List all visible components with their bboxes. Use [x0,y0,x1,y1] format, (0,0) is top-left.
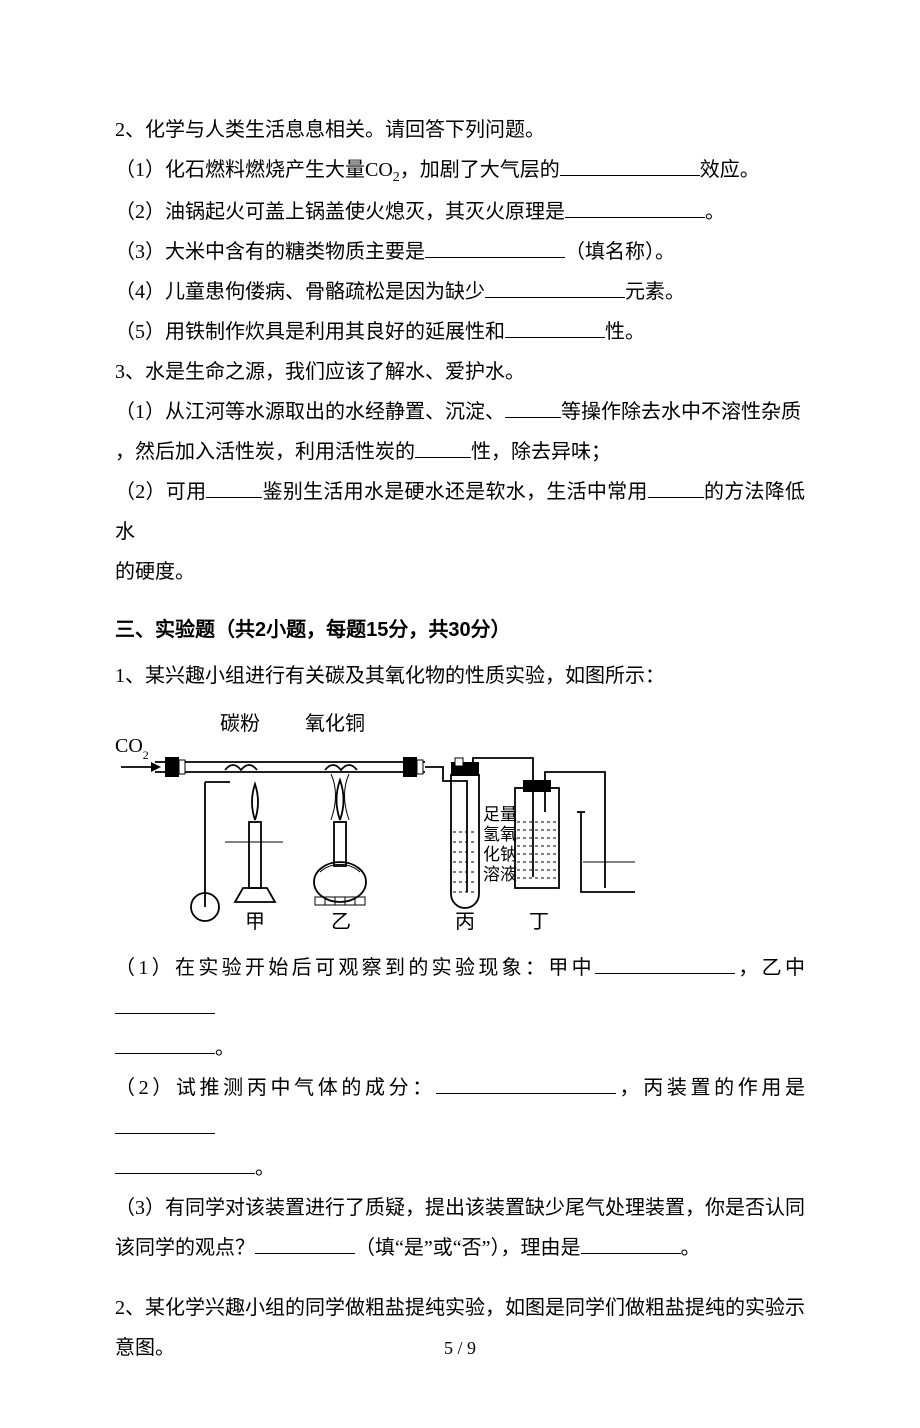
svg-text:化钠: 化钠 [483,845,517,864]
blank [115,1035,215,1054]
blank [415,439,471,458]
q3-1a: （1）从江河等水源取出的水经静置、沉淀、 [115,401,505,423]
svg-text:丁: 丁 [529,911,549,933]
q3-1b: 等操作除去水中不溶性杂质 [561,401,801,423]
q2-3a: （3）大米中含有的糖类物质主要是 [115,241,425,263]
q2-5b: 性。 [605,321,645,343]
svg-text:溶液: 溶液 [483,865,517,884]
q2-4b: 元素。 [625,281,685,303]
q2-5a: （5）用铁制作炊具是利用其良好的延展性和 [115,321,505,343]
q3-2-line1: （2）可用鉴别生活用水是硬水还是软水，生活中常用的方法降低水 [115,472,805,552]
svg-text:足量: 足量 [483,805,517,824]
blank [206,479,262,498]
blank [505,319,605,338]
blank [648,479,704,498]
q3-stem: 3、水是生命之源，我们应该了解水、爱护水。 [115,352,805,392]
blank [436,1075,616,1094]
blank [425,239,565,258]
exp1-1a-line: （1）在实验开始后可观察到的实验现象：甲中 ，乙中 [115,948,805,1028]
q3-1c: ，然后加入活性炭，利用活性炭的 [115,441,415,463]
exp1-3d: 。 [681,1237,701,1259]
q2-5: （5）用铁制作炊具是利用其良好的延展性和 性。 [115,312,805,352]
q2-1a: （1）化石燃料燃烧产生大量CO [115,159,393,181]
blank [595,955,735,974]
exp1-3-line2: 该同学的观点？ （填“是”或“否”），理由是 。 [115,1228,805,1268]
exp1-2c-line: 。 [115,1148,805,1188]
exp1-1c-line: 。 [115,1028,805,1068]
q3-1-line2: ，然后加入活性炭，利用活性炭的 性，除去异味； [115,432,805,472]
page-footer: 5 / 9 [0,1330,920,1366]
q3-2b: 鉴别生活用水是硬水还是软水，生活中常用 [262,481,647,503]
exp1-2a: （2）试推测丙中气体的成分： [115,1077,436,1099]
svg-text:CO2: CO2 [115,735,149,762]
exp1-2c: 。 [255,1157,275,1179]
q2-2a: （2）油锅起火可盖上锅盖使火熄灭，其灭火原理是 [115,201,565,223]
q2-3b: （填名称）。 [565,241,675,263]
svg-text:氢氧: 氢氧 [483,825,517,844]
blank [560,157,700,176]
q2-1-sub: 2 [393,170,400,185]
exp1-stem: 1、某兴趣小组进行有关碳及其氧化物的性质实验，如图所示： [115,656,805,696]
q2-1: （1）化石燃料燃烧产生大量CO2，加剧了大气层的 效应。 [115,150,805,192]
exp2-stem-line1: 2、某化学兴趣小组的同学做粗盐提纯实验，如图是同学们做粗盐提纯的实验示 [115,1288,805,1328]
blank [255,1235,355,1254]
q2-stem: 2、化学与人类生活息息相关。请回答下列问题。 [115,110,805,150]
q2-4a: （4）儿童患佝偻病、骨骼疏松是因为缺少 [115,281,485,303]
section3-title: 三、实验题（共2小题，每题15分，共30分） [115,610,805,650]
q3-2a: （2）可用 [115,481,206,503]
q2-1b: ，加剧了大气层的 [400,159,560,181]
exp1-2a-line: （2）试推测丙中气体的成分： ，丙装置的作用是 [115,1068,805,1148]
q2-2b: 。 [705,201,725,223]
svg-text:乙: 乙 [331,911,351,933]
q3-1d: 性，除去异味； [471,441,611,463]
blank [565,199,705,218]
blank [581,1235,681,1254]
q2-3: （3）大米中含有的糖类物质主要是 （填名称）。 [115,232,805,272]
page: 2、化学与人类生活息息相关。请回答下列问题。 （1）化石燃料燃烧产生大量CO2，… [0,0,920,1428]
exp1-1c: 。 [215,1037,235,1059]
q3-2-line2: 的硬度。 [115,552,805,592]
q2-4: （4）儿童患佝偻病、骨骼疏松是因为缺少 元素。 [115,272,805,312]
exp1-3-line1: （3）有同学对该装置进行了质疑，提出该装置缺少尾气处理装置，你是否认同 [115,1188,805,1228]
blank [115,1155,255,1174]
blank [485,279,625,298]
q2-1c: 效应。 [700,159,760,181]
blank [505,399,561,418]
svg-text:甲: 甲 [245,911,265,933]
exp1-2b: ，丙装置的作用是 [616,1077,805,1099]
exp1-1b: ，乙中 [735,957,805,979]
q3-1-line1: （1）从江河等水源取出的水经静置、沉淀、 等操作除去水中不溶性杂质 [115,392,805,432]
exp1-1a: （1）在实验开始后可观察到的实验现象：甲中 [115,957,595,979]
svg-text:碳粉: 碳粉 [220,712,260,735]
blank [115,995,215,1014]
q2-2: （2）油锅起火可盖上锅盖使火熄灭，其灭火原理是 。 [115,192,805,232]
blank [115,1115,215,1134]
exp1-3b: 该同学的观点？ [115,1237,255,1259]
svg-text:丙: 丙 [455,911,475,933]
svg-text:氧化铜: 氧化铜 [305,712,365,735]
exp1-3c: （填“是”或“否”），理由是 [355,1237,581,1259]
exp1-diagram: CO2 碳粉 氧化铜甲 乙 丙 丁 足量氢氧化钠溶液 [115,702,805,942]
